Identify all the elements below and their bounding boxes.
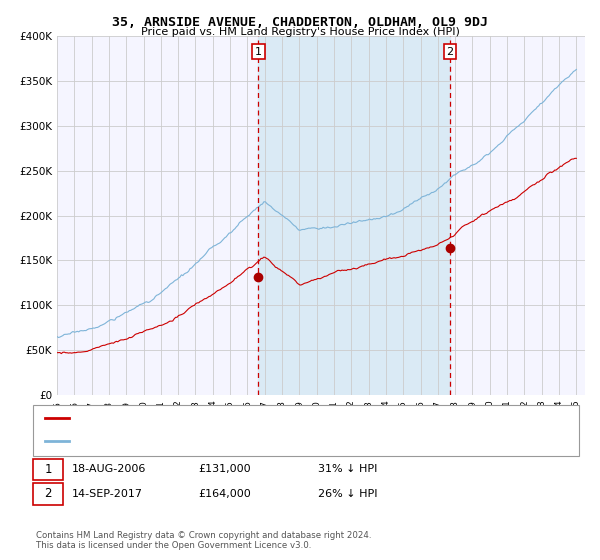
Bar bbox=[258, 36, 450, 395]
Text: 2: 2 bbox=[44, 487, 52, 501]
Text: 31% ↓ HPI: 31% ↓ HPI bbox=[318, 464, 377, 474]
Text: 26% ↓ HPI: 26% ↓ HPI bbox=[318, 489, 377, 499]
Text: £164,000: £164,000 bbox=[198, 489, 251, 499]
Text: Price paid vs. HM Land Registry's House Price Index (HPI): Price paid vs. HM Land Registry's House … bbox=[140, 27, 460, 37]
Text: 35, ARNSIDE AVENUE, CHADDERTON, OLDHAM, OL9 9DJ (detached house): 35, ARNSIDE AVENUE, CHADDERTON, OLDHAM, … bbox=[75, 413, 439, 423]
Text: 1: 1 bbox=[44, 463, 52, 476]
Text: Contains HM Land Registry data © Crown copyright and database right 2024.
This d: Contains HM Land Registry data © Crown c… bbox=[36, 531, 371, 550]
Text: 14-SEP-2017: 14-SEP-2017 bbox=[72, 489, 143, 499]
Text: 18-AUG-2006: 18-AUG-2006 bbox=[72, 464, 146, 474]
Text: 2: 2 bbox=[446, 46, 454, 57]
Text: £131,000: £131,000 bbox=[198, 464, 251, 474]
Text: HPI: Average price, detached house, Oldham: HPI: Average price, detached house, Oldh… bbox=[75, 436, 294, 446]
Text: 1: 1 bbox=[255, 46, 262, 57]
Text: 35, ARNSIDE AVENUE, CHADDERTON, OLDHAM, OL9 9DJ: 35, ARNSIDE AVENUE, CHADDERTON, OLDHAM, … bbox=[112, 16, 488, 29]
